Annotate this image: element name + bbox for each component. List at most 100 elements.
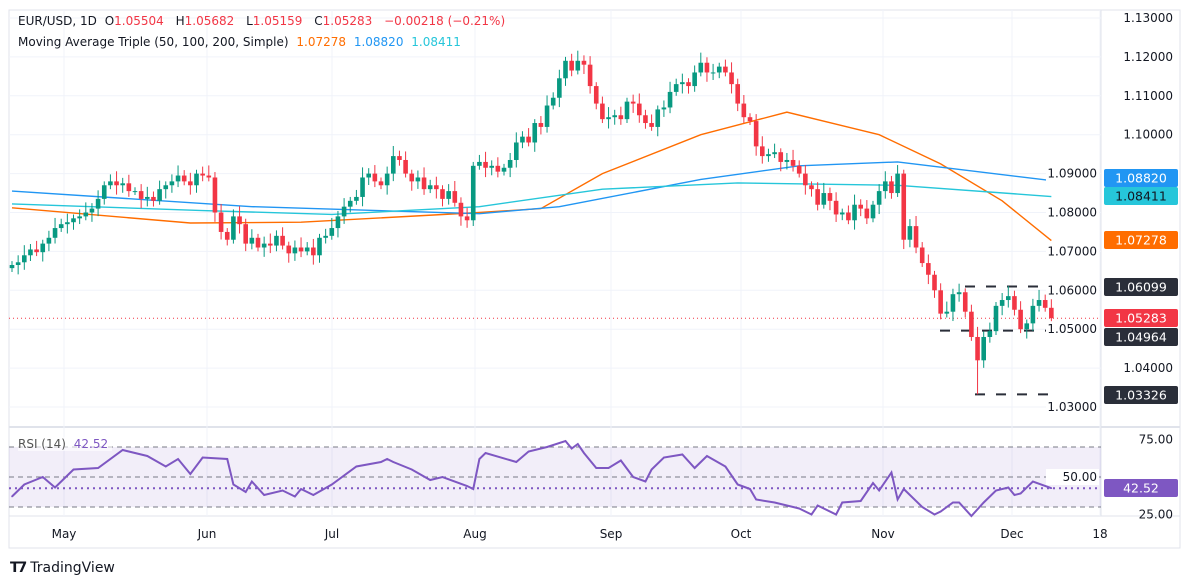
candle-body xyxy=(864,208,870,219)
candle xyxy=(268,233,273,254)
price-tick-label: 1.13000 xyxy=(1123,11,1173,25)
candle-body xyxy=(827,193,833,201)
candle-body xyxy=(913,226,919,248)
rsi-point xyxy=(872,482,874,484)
ma200-value: 1.08411 xyxy=(411,35,461,49)
candle xyxy=(286,241,292,263)
rsi-point xyxy=(380,461,382,463)
candle xyxy=(680,73,685,94)
candle-body xyxy=(292,247,298,254)
candle-body xyxy=(224,231,230,240)
rsi-point xyxy=(835,513,837,516)
change-value: −0.00218 (−0.21%) xyxy=(384,14,506,28)
candle-body xyxy=(606,117,611,120)
candle-body xyxy=(809,185,814,190)
candle xyxy=(188,172,193,195)
candle xyxy=(9,261,15,273)
resistance-tag-bg xyxy=(1104,278,1178,296)
candle-body xyxy=(655,109,661,127)
rsi-point xyxy=(429,479,432,481)
candle xyxy=(175,165,181,188)
rsi-point xyxy=(577,443,579,445)
rsi-point xyxy=(650,468,653,471)
ma200-tag-bg xyxy=(1104,187,1178,205)
time-tick-label: Aug xyxy=(463,527,486,541)
candle-body xyxy=(440,189,445,199)
candle xyxy=(40,239,46,262)
candle-body xyxy=(661,107,667,110)
candle xyxy=(993,301,999,336)
rsi-point xyxy=(995,489,997,492)
candle xyxy=(1030,298,1036,331)
price-tick-label-bg xyxy=(1046,399,1099,415)
candle xyxy=(723,59,728,77)
candle xyxy=(969,304,974,341)
candle-body xyxy=(766,154,771,157)
candle xyxy=(741,95,747,123)
time-tick-label: Dec xyxy=(1000,527,1023,541)
candle-body xyxy=(427,185,433,190)
candle xyxy=(532,119,538,152)
candle-body xyxy=(341,206,347,217)
price-tick-label-bg xyxy=(1046,282,1099,299)
candle xyxy=(753,114,759,156)
candle xyxy=(612,109,617,125)
candle-body xyxy=(753,121,759,147)
candle xyxy=(981,331,986,368)
rsi-point xyxy=(681,453,684,456)
candle xyxy=(378,177,384,190)
ma-title[interactable]: Moving Average Triple (50, 100, 200, Sim… xyxy=(18,35,289,49)
candle xyxy=(46,230,52,252)
time-tick-label: 18 xyxy=(1092,527,1107,541)
candle xyxy=(397,150,402,166)
support-tag: 1.04964 xyxy=(1104,328,1178,346)
candle xyxy=(304,242,310,256)
candle xyxy=(440,185,445,207)
low-tag: 1.03326 xyxy=(1104,386,1178,404)
candle xyxy=(692,65,697,92)
ma200-line xyxy=(11,182,1052,216)
rsi-point xyxy=(146,455,149,457)
candle xyxy=(716,62,722,79)
candle-body xyxy=(354,196,359,201)
candle xyxy=(218,203,224,240)
rsi-point xyxy=(472,488,475,490)
ma50-line xyxy=(11,111,1052,242)
candle xyxy=(212,172,218,222)
candle xyxy=(538,116,544,135)
candle-body xyxy=(304,247,310,252)
candle-body xyxy=(52,228,58,238)
candle-body xyxy=(716,66,722,73)
candle xyxy=(827,187,833,211)
rsi-point xyxy=(527,450,530,453)
candle xyxy=(335,210,341,238)
resistance-tag-text: 1.06099 xyxy=(1115,280,1167,295)
candle xyxy=(895,165,900,197)
candle-body xyxy=(77,216,82,219)
symbol-label[interactable]: EUR/USD, 1D xyxy=(18,14,97,28)
candle-body xyxy=(83,212,89,217)
tradingview-logo[interactable]: T7 TradingView xyxy=(10,560,115,576)
candle xyxy=(600,96,605,124)
candle xyxy=(421,167,427,195)
candle-body xyxy=(268,243,273,246)
candle-body xyxy=(612,115,617,118)
ma100-line xyxy=(11,161,1052,215)
candle xyxy=(65,213,70,234)
candle xyxy=(249,229,255,250)
rsi-point xyxy=(564,440,567,442)
candle xyxy=(544,95,550,133)
candle xyxy=(1006,286,1011,308)
rsi-point xyxy=(441,476,444,478)
candle xyxy=(470,161,476,226)
candle xyxy=(34,240,39,257)
candle xyxy=(366,168,371,186)
candle xyxy=(403,151,408,178)
rsi-point xyxy=(392,461,395,463)
rsi-title[interactable]: RSI (14) xyxy=(18,437,66,451)
candle-body xyxy=(919,247,925,264)
candle xyxy=(464,207,470,228)
candle xyxy=(1036,289,1042,312)
rsi-point xyxy=(755,498,757,501)
